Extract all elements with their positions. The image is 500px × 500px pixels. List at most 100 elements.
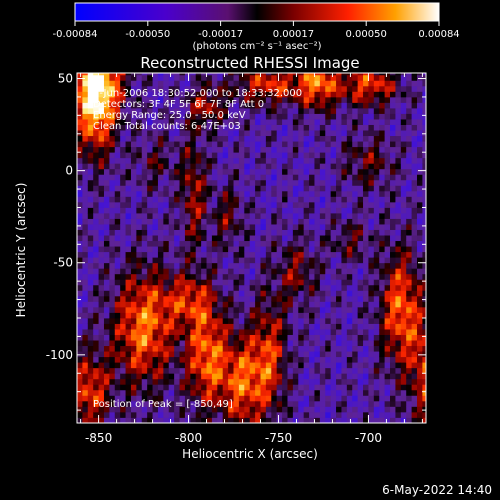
y-tick-label: -50 <box>53 256 73 270</box>
heatmap-cell <box>298 262 305 269</box>
heatmap-cell <box>190 108 197 114</box>
heatmap-cell <box>395 356 402 363</box>
heatmap-cell <box>282 91 288 98</box>
heatmap-cell <box>363 406 369 413</box>
heatmap-cell <box>184 351 191 358</box>
heatmap-cell <box>298 318 305 324</box>
heatmap-cell <box>238 141 245 148</box>
heatmap-cell <box>368 400 375 407</box>
heatmap-cell <box>417 141 423 148</box>
heatmap-cell <box>206 301 213 308</box>
heatmap-cell <box>346 356 353 363</box>
heatmap-cell <box>233 257 240 264</box>
heatmap-cell <box>152 290 159 297</box>
heatmap-cell <box>319 400 326 407</box>
heatmap-cell <box>282 157 288 164</box>
heatmap-cell <box>352 85 359 92</box>
heatmap-cell <box>373 157 380 164</box>
heatmap-cell <box>265 284 272 291</box>
heatmap-cell <box>422 185 426 192</box>
heatmap-cell <box>422 108 426 114</box>
heatmap-cell <box>130 295 137 302</box>
heatmap-cell <box>157 378 164 385</box>
heatmap-cell <box>125 257 132 264</box>
heatmap-cell <box>190 417 197 423</box>
heatmap-cell <box>141 306 148 313</box>
heatmap-cell <box>282 119 288 125</box>
heatmap-cell <box>174 378 180 385</box>
heatmap-cell <box>93 91 99 98</box>
heatmap-cell <box>130 257 137 264</box>
heatmap-cell <box>233 389 240 396</box>
heatmap-cell <box>211 273 218 280</box>
heatmap-cell <box>265 356 272 363</box>
heatmap-cell <box>152 196 159 203</box>
heatmap-cell <box>373 119 380 125</box>
heatmap-cell <box>152 251 159 258</box>
heatmap-cell <box>163 119 170 125</box>
heatmap-cell <box>346 235 353 242</box>
heatmap-cell <box>109 157 116 164</box>
heatmap-cell <box>206 124 213 131</box>
heatmap-cell <box>136 329 143 335</box>
heatmap-cell <box>130 85 137 92</box>
heatmap-cell <box>206 80 213 87</box>
heatmap-cell <box>346 224 353 230</box>
heatmap-cell <box>406 152 413 159</box>
heatmap-cell <box>174 306 180 313</box>
heatmap-cell <box>228 273 234 280</box>
heatmap-cell <box>98 163 105 170</box>
heatmap-cell <box>330 251 337 258</box>
heatmap-cell <box>255 240 261 247</box>
heatmap-cell <box>395 201 402 208</box>
heatmap-cell <box>303 362 310 369</box>
heatmap-cell <box>379 400 386 407</box>
heatmap-cell <box>341 163 348 170</box>
heatmap-cell <box>282 96 288 103</box>
heatmap-cell <box>303 124 310 131</box>
heatmap-cell <box>276 163 283 170</box>
heatmap-cell <box>130 74 137 81</box>
heatmap-cell <box>417 213 423 219</box>
heatmap-cell <box>109 411 116 418</box>
heatmap-cell <box>136 102 143 109</box>
heatmap-cell <box>406 179 413 186</box>
heatmap-cell <box>136 91 143 98</box>
heatmap-cell <box>319 73 326 76</box>
heatmap-cell <box>228 389 234 396</box>
heatmap-cell <box>411 135 418 142</box>
heatmap-cell <box>384 279 391 286</box>
heatmap-cell <box>271 229 278 236</box>
heatmap-cell <box>373 345 380 352</box>
heatmap-cell <box>211 146 218 153</box>
heatmap-cell <box>125 218 132 225</box>
heatmap-cell <box>357 384 364 391</box>
heatmap-cell <box>222 201 229 208</box>
heatmap-cell <box>211 168 218 175</box>
heatmap-cell <box>228 284 234 291</box>
heatmap-cell <box>357 185 364 192</box>
heatmap-cell <box>422 251 426 258</box>
heatmap-cell <box>346 323 353 330</box>
heatmap-cell <box>157 102 164 109</box>
heatmap-cell <box>244 290 251 297</box>
heatmap-cell <box>309 323 315 330</box>
heatmap-cell <box>271 345 278 352</box>
heatmap-cell <box>298 141 305 148</box>
heatmap-cell <box>244 196 251 203</box>
heatmap-cell <box>141 295 148 302</box>
heatmap-cell <box>93 351 99 358</box>
heatmap-cell <box>168 141 175 148</box>
heatmap-cell <box>260 306 267 313</box>
heatmap-cell <box>417 367 423 374</box>
heatmap-cell <box>103 334 110 341</box>
heatmap-cell <box>346 141 353 148</box>
heatmap-cell <box>87 135 94 142</box>
heatmap-cell <box>238 279 245 286</box>
heatmap-cell <box>103 102 110 109</box>
heatmap-cell <box>168 235 175 242</box>
heatmap-cell <box>341 80 348 87</box>
heatmap-cell <box>77 384 83 391</box>
heatmap-cell <box>390 146 396 153</box>
heatmap-cell <box>147 102 153 109</box>
